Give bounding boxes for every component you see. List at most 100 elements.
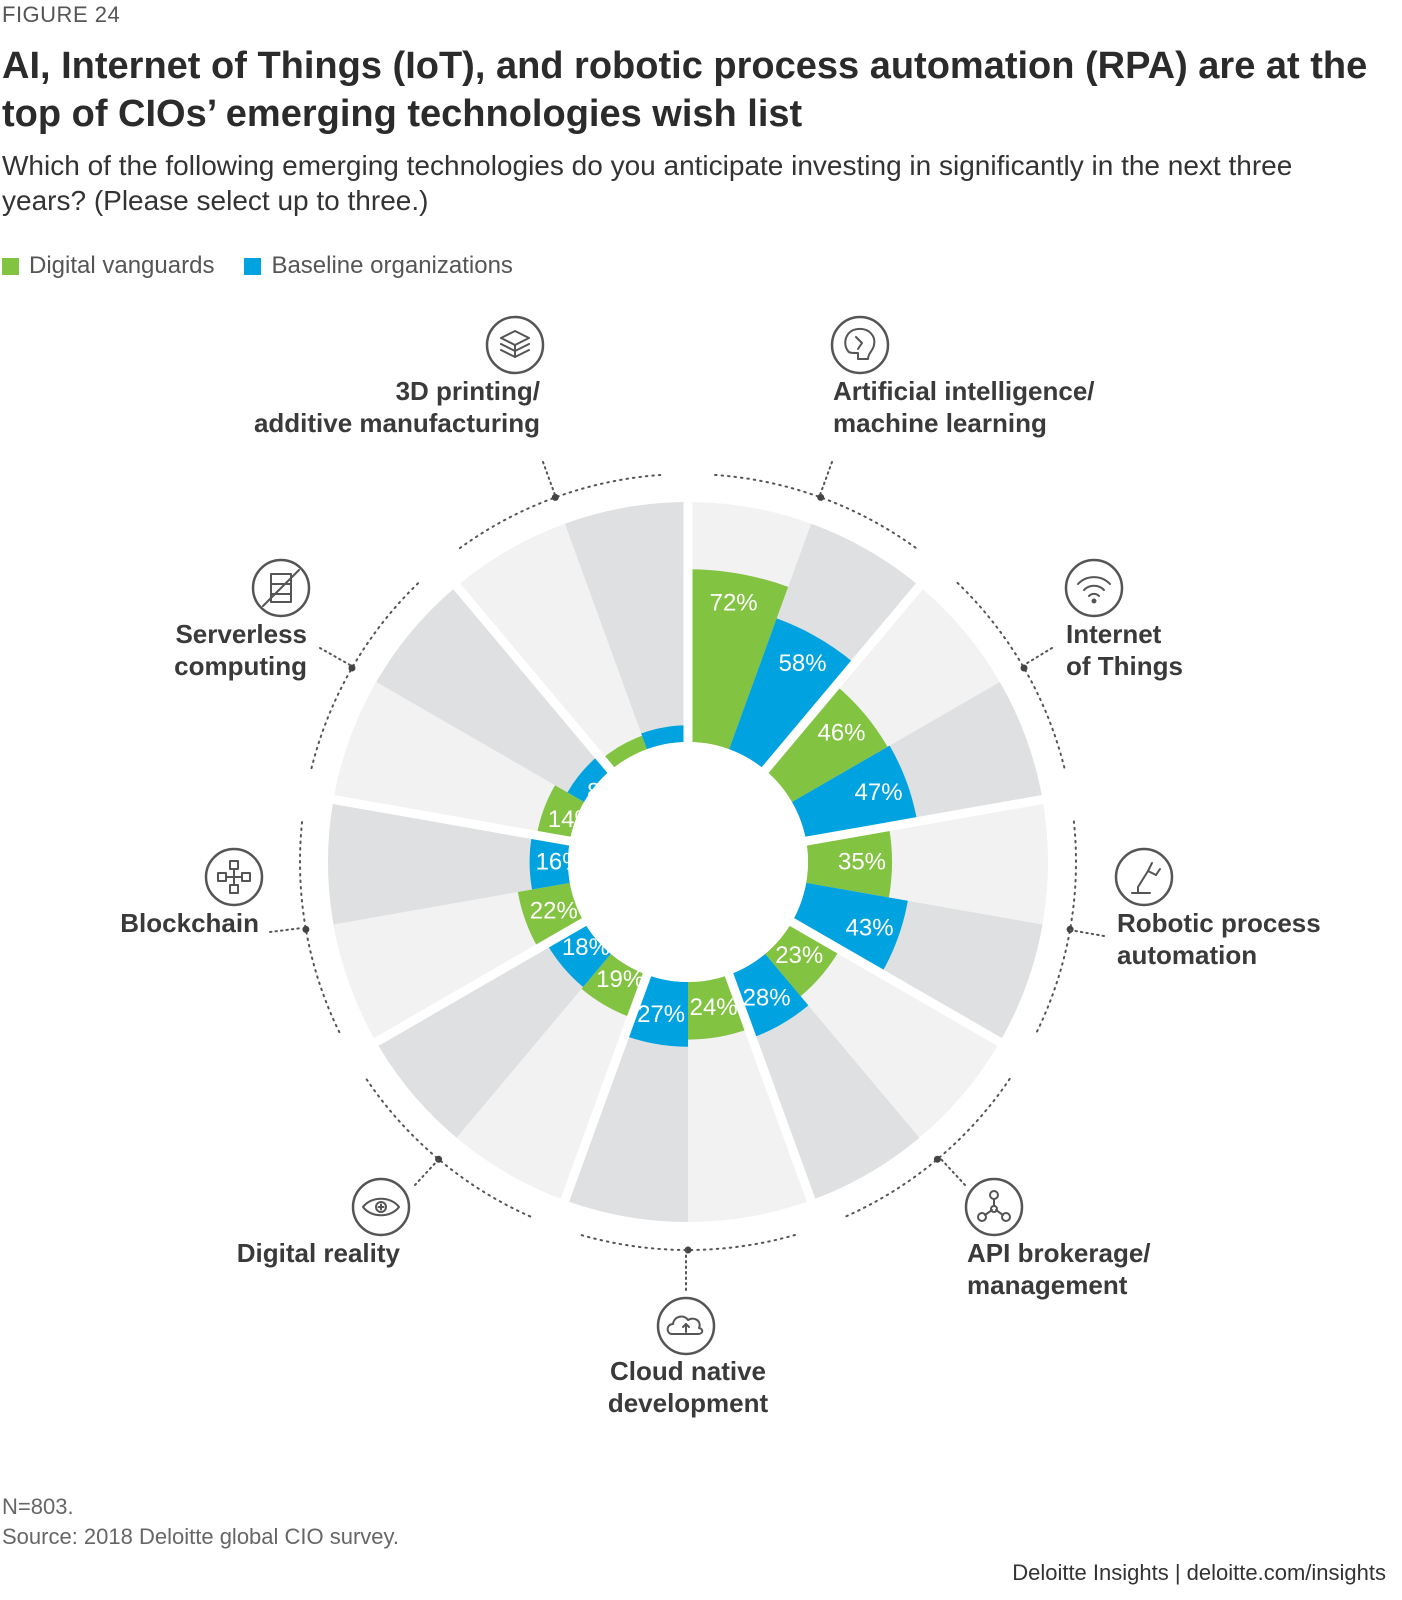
category-label-group: API brokerage/management — [939, 1157, 1151, 1300]
value-label: 35% — [838, 849, 886, 876]
value-label: 46% — [817, 720, 865, 747]
bar-baseline — [791, 745, 918, 842]
value-label: 72% — [710, 590, 758, 617]
eye-icon — [351, 1177, 411, 1237]
category-label: Cloud native — [610, 1356, 766, 1386]
connector-line — [1023, 647, 1053, 666]
bar-baseline — [529, 834, 570, 890]
value-labels: 72% 58% 46% 47% 35% 43% 23% 28%24%27% 19% 18% 22% 1… — [530, 590, 903, 1028]
value-label: 47% — [855, 779, 903, 806]
ring-dot — [817, 493, 825, 501]
sector-separators — [330, 500, 1046, 1204]
category-label: Blockchain — [120, 908, 259, 938]
network-nodes-icon — [964, 1177, 1024, 1237]
bar-baseline — [641, 725, 688, 750]
category-label: of Things — [1066, 651, 1183, 681]
connector-line — [414, 1159, 439, 1186]
center-hole — [568, 742, 808, 982]
ring-dot — [933, 1155, 941, 1163]
server-slash-icon — [251, 558, 311, 618]
brain-icon — [830, 315, 890, 375]
connector-line — [269, 927, 303, 933]
sector-divider — [759, 581, 925, 777]
ring-arc — [458, 473, 662, 550]
background-sector — [333, 682, 585, 842]
wifi-icon — [1064, 558, 1124, 618]
ring-arc — [580, 1233, 796, 1252]
ring-dot — [1020, 664, 1028, 672]
bar-vanguards — [581, 953, 647, 1018]
category-label: 3D printing/ — [396, 376, 540, 406]
bar-baseline — [791, 882, 908, 974]
ring-arc — [844, 1077, 1011, 1218]
background-sector — [376, 586, 611, 802]
value-label: 24% — [690, 994, 738, 1021]
value-label: 43% — [846, 915, 894, 942]
bar-baseline — [567, 755, 611, 802]
ring-dot — [302, 925, 310, 933]
ring-arc — [714, 473, 918, 550]
sample-size-note: N=803. — [2, 1494, 74, 1519]
ring-dot — [348, 664, 356, 672]
value-label: 14% — [548, 806, 596, 833]
category-label: machine learning — [833, 408, 1047, 438]
ring-arc — [365, 1077, 532, 1218]
dotted-ring — [299, 473, 1077, 1254]
sector-divider — [723, 969, 817, 1204]
category-label-group: Blockchain — [120, 847, 303, 938]
value-label: 19% — [596, 966, 644, 993]
legend-swatch-green — [2, 257, 19, 275]
cube-layers-icon — [485, 315, 545, 375]
legend-label: Digital vanguards — [29, 252, 215, 279]
legend-item-vanguards: Digital vanguards — [2, 252, 214, 280]
category-labels: Artificial intelligence/machine learning… — [120, 315, 1321, 1418]
sector-divider — [330, 794, 575, 847]
value-label: 18% — [562, 934, 610, 961]
category-label: Artificial intelligence/ — [833, 376, 1095, 406]
category-label-group: Digital reality — [237, 1159, 439, 1268]
background-sector — [333, 882, 585, 1042]
ring-arc — [310, 581, 420, 770]
connector-line — [1069, 929, 1105, 937]
robot-arm-icon — [1114, 847, 1174, 907]
connector-line — [542, 461, 556, 496]
sector-divider — [801, 794, 1046, 847]
bar-vanguards — [765, 685, 888, 802]
category-label: Digital reality — [237, 1238, 401, 1268]
bar-vanguards — [517, 882, 585, 949]
category-label-group: 3D printing/additive manufacturing — [254, 315, 556, 496]
legend: Digital vanguards Baseline organizations — [2, 252, 543, 280]
bar-vanguards — [688, 569, 789, 750]
category-label-group: Artificial intelligence/machine learning — [819, 315, 1095, 496]
value-label: 16% — [536, 849, 584, 876]
value-label: 6% — [618, 758, 653, 785]
category-label: automation — [1117, 940, 1257, 970]
bar-baseline — [729, 618, 855, 771]
source-note: Source: 2018 Deloitte global CIO survey. — [2, 1524, 400, 1549]
value-label: 8% — [587, 778, 622, 805]
category-label: additive manufacturing — [254, 408, 540, 438]
value-label: 27% — [637, 1001, 685, 1028]
sector-divider — [372, 916, 590, 1047]
category-label: computing — [174, 651, 307, 681]
value-label: 22% — [530, 897, 578, 924]
background-sector — [456, 953, 647, 1201]
ring-arc — [1035, 820, 1077, 1034]
background-sector — [376, 922, 611, 1138]
value-label: 58% — [779, 650, 827, 677]
bar-vanguards — [806, 826, 892, 898]
value-label: 23% — [775, 942, 823, 969]
category-label: Robotic process — [1117, 908, 1321, 938]
bar-vanguards — [601, 735, 647, 771]
figure-label: FIGURE 24 — [2, 2, 121, 27]
connector-line — [319, 647, 351, 666]
legend-swatch-blue — [244, 257, 262, 275]
background-sector — [456, 523, 647, 771]
cloud-icon — [656, 1296, 716, 1356]
category-label: API brokerage/ — [967, 1238, 1151, 1268]
